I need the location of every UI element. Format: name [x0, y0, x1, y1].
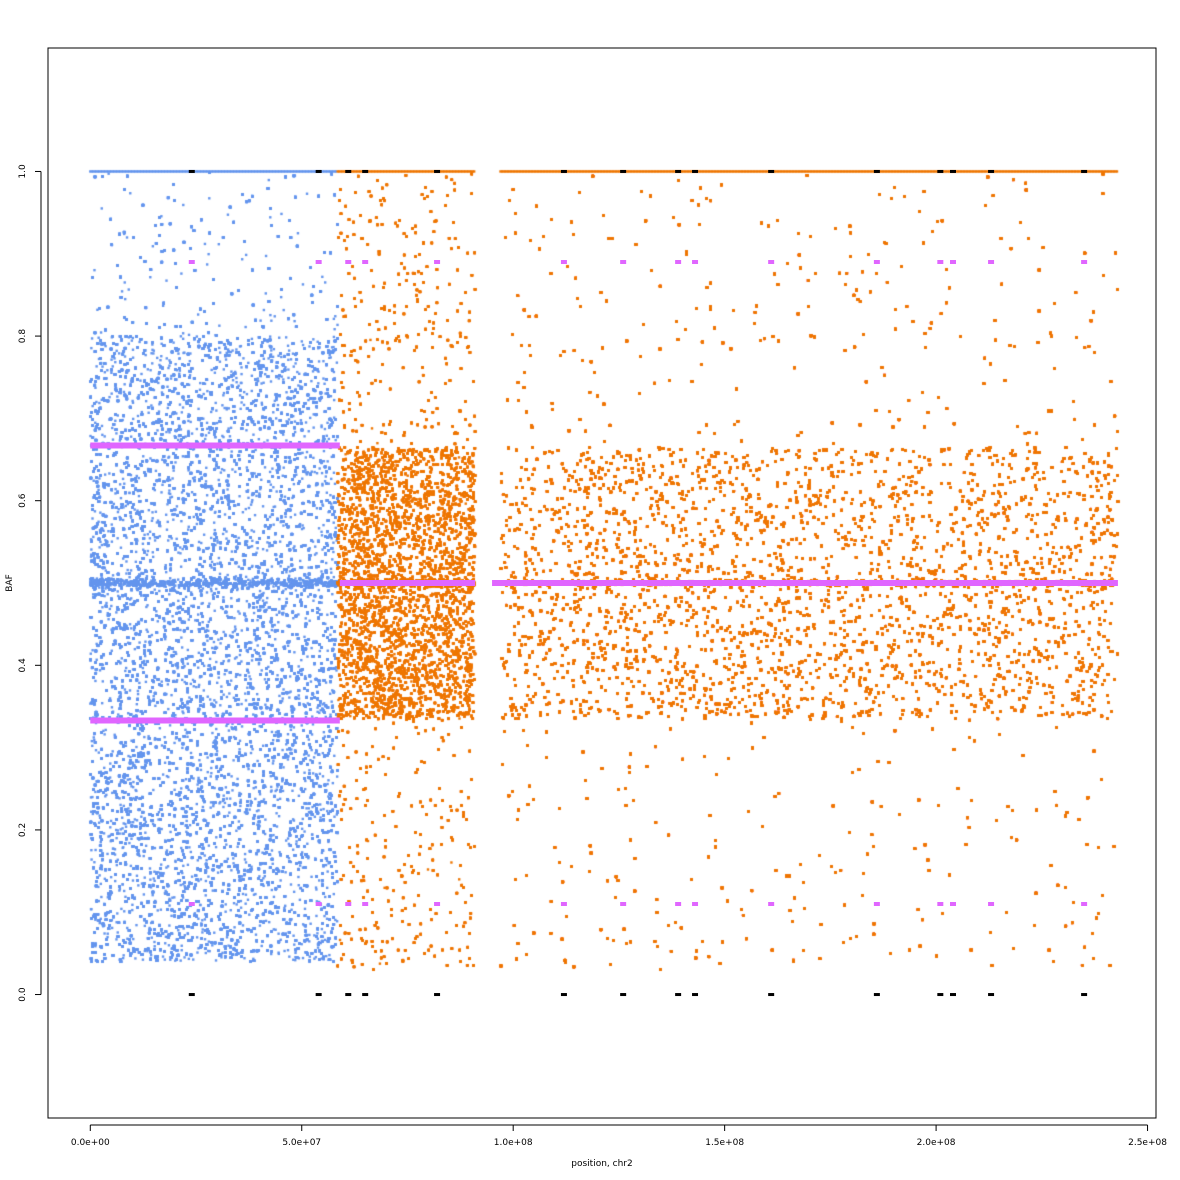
x-tick-label: 0.0e+00 — [71, 1138, 110, 1148]
x-tick-label: 1.0e+08 — [494, 1138, 533, 1148]
x-axis: 0.0e+00 5.0e+07 1.0e+08 1.5e+08 2.0e+08 2.5e+… — [71, 1124, 1167, 1148]
x-tick-label: 5.0e+07 — [282, 1138, 321, 1148]
plot-area-frame — [47, 47, 1157, 1119]
y-tick-label: 0.0 — [18, 987, 28, 1002]
y-axis-title: BAF — [5, 574, 15, 592]
y-tick-label: 0.6 — [18, 493, 28, 508]
y-tick-label: 0.4 — [18, 658, 28, 673]
x-tick-label: 2.0e+08 — [917, 1138, 956, 1148]
y-tick-label: 0.2 — [18, 823, 28, 837]
y-axis: 0.0 0.2 0.4 0.6 0.8 1.0 — [18, 164, 42, 1002]
segment-lines — [90, 442, 1118, 724]
y-tick-label: 1.0 — [18, 164, 28, 179]
homozygous-markers — [188, 169, 1088, 997]
x-tick-label: 1.5e+08 — [705, 1138, 744, 1148]
x-axis-title: position, chr2 — [571, 1159, 632, 1169]
y-tick-label: 0.8 — [18, 329, 28, 344]
x-tick-label: 2.5e+08 — [1128, 1138, 1167, 1148]
